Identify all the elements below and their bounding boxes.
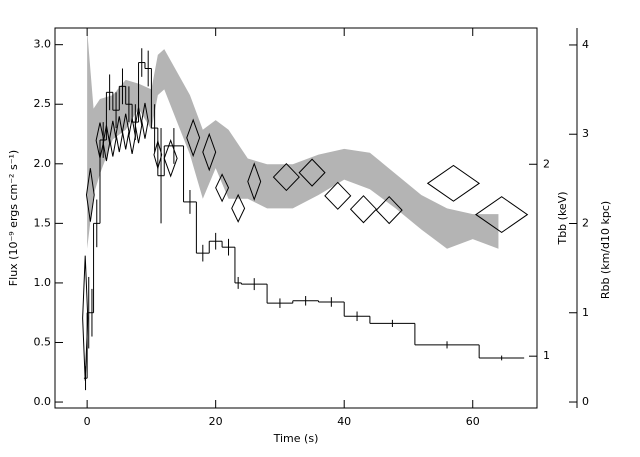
y-tick-label: 1.5: [34, 216, 52, 229]
y-tick-label: 2.5: [34, 97, 52, 110]
radius-diamond: [298, 158, 326, 187]
radius-diamond: [82, 255, 89, 381]
radius-diamond: [109, 120, 117, 157]
y-tick-label: 0.5: [34, 335, 52, 348]
x-axis-label: Time (s): [273, 432, 319, 445]
radius-diamond: [215, 173, 230, 203]
y2-tick-label: 4: [582, 38, 589, 51]
y-axis-label: Flux (10⁻⁹ ergs cm⁻² s⁻¹): [7, 150, 20, 286]
radius-diamond: [153, 139, 163, 170]
radius-diamond: [141, 102, 149, 139]
x-tick-label: 20: [209, 415, 223, 428]
y2-tick-label: 0: [582, 395, 589, 408]
radius-diamond: [349, 195, 378, 224]
radius-diamond: [231, 193, 246, 223]
x-tick-label: 40: [337, 415, 351, 428]
radius-diamond: [426, 164, 481, 202]
radius-diamond: [134, 107, 143, 144]
radius-diamond: [102, 125, 111, 162]
y3-tick-label: 1: [543, 349, 550, 362]
radius-diamond: [375, 195, 403, 225]
y-tick-label: 3.0: [34, 38, 52, 51]
radius-diamond: [121, 113, 130, 150]
radius-diamond: [272, 162, 300, 192]
y3-axis-label: Tbb (keV): [556, 191, 569, 245]
x-tick-label: 60: [466, 415, 480, 428]
temperature-band: [87, 29, 499, 249]
radius-diamond: [186, 118, 201, 158]
radius-diamond: [247, 162, 262, 201]
radius-diamond: [163, 138, 178, 178]
y-tick-label: 0.0: [34, 395, 52, 408]
y2-tick-label: 2: [582, 216, 589, 229]
radius-diamond: [202, 132, 217, 172]
plot-frame: [54, 27, 538, 409]
y2-tick-label: 1: [582, 306, 589, 319]
radius-diamond: [85, 168, 95, 222]
radius-diamond: [475, 196, 529, 234]
radius-diamond: [128, 118, 136, 154]
x-tick-label: 0: [84, 415, 91, 428]
y2-tick-label: 3: [582, 127, 589, 140]
y-tick-label: 2.0: [34, 157, 52, 170]
y-tick-label: 1.0: [34, 276, 52, 289]
radius-diamond: [324, 181, 352, 210]
y2-axis-label: Rbb (km/d10 kpc): [599, 201, 612, 299]
y3-tick-label: 2: [543, 157, 550, 170]
